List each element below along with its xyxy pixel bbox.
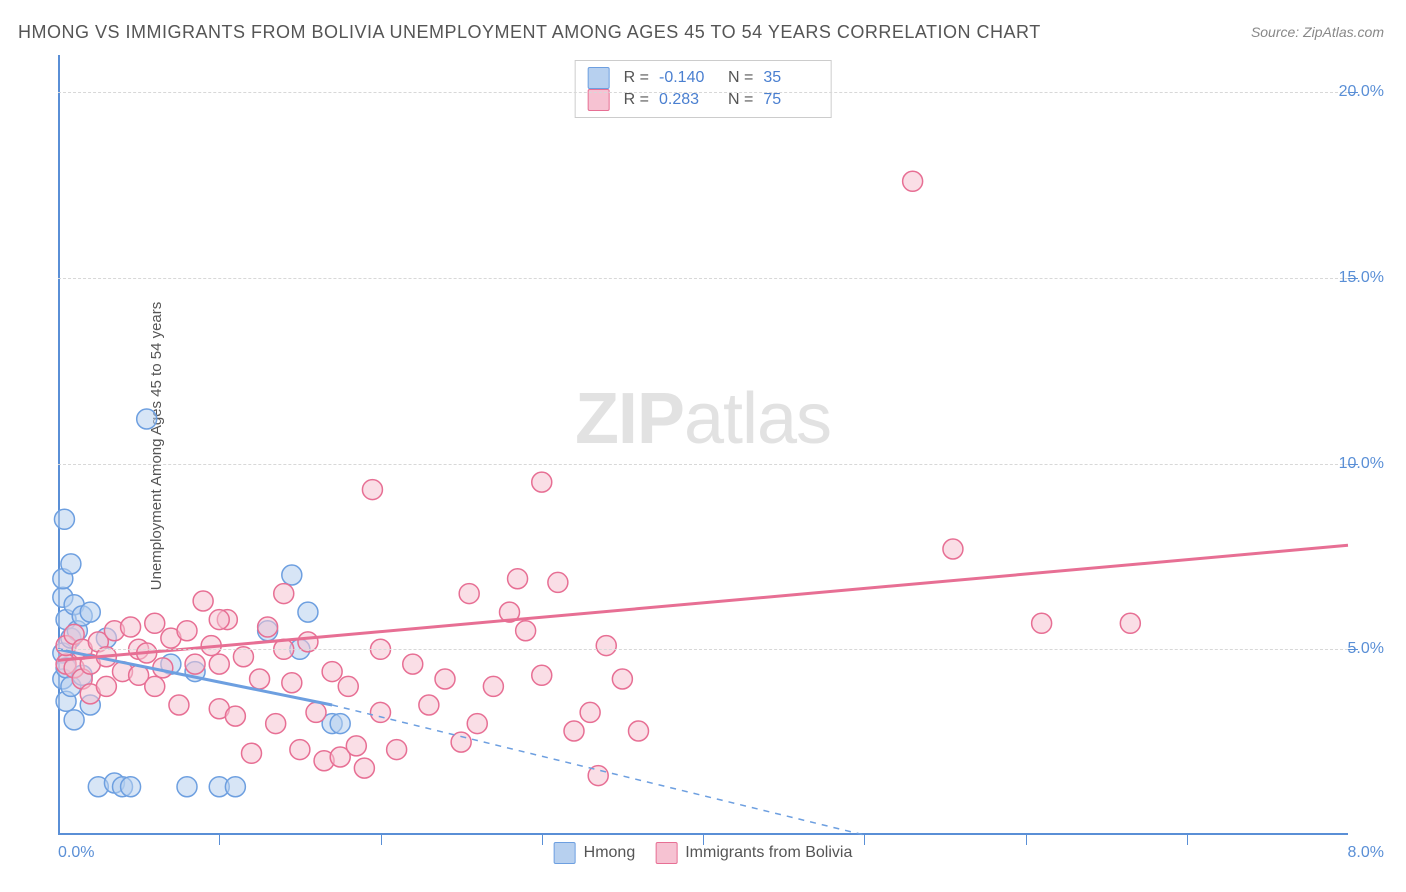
source-attribution: Source: ZipAtlas.com <box>1251 24 1384 40</box>
y-tick-mark <box>1348 278 1358 279</box>
scatter-point <box>298 602 318 622</box>
scatter-point <box>177 777 197 797</box>
stat-n-label: N = <box>728 69 753 87</box>
scatter-point <box>282 565 302 585</box>
scatter-point <box>322 662 342 682</box>
legend-row-hmong: R = -0.140 N = 35 <box>588 67 819 89</box>
scatter-point <box>354 758 374 778</box>
gridline <box>58 464 1348 465</box>
x-tick-mark <box>542 835 543 845</box>
scatter-point <box>290 740 310 760</box>
scatter-point <box>145 676 165 696</box>
scatter-point <box>459 584 479 604</box>
y-tick-label: 10.0% <box>1339 455 1384 473</box>
x-tick-mark <box>864 835 865 845</box>
x-tick-mark <box>703 835 704 845</box>
y-tick-label: 15.0% <box>1339 269 1384 287</box>
scatter-point <box>362 480 382 500</box>
scatter-point <box>387 740 407 760</box>
scatter-point <box>903 171 923 191</box>
scatter-point <box>306 702 326 722</box>
y-tick-mark <box>1348 649 1358 650</box>
stat-r-label: R = <box>624 91 649 109</box>
series-legend: Hmong Immigrants from Bolivia <box>554 842 853 864</box>
scatter-point <box>225 706 245 726</box>
scatter-point <box>508 569 528 589</box>
gridline <box>58 92 1348 93</box>
scatter-point <box>193 591 213 611</box>
x-tick-max: 8.0% <box>1348 844 1384 862</box>
scatter-point <box>564 721 584 741</box>
scatter-point <box>282 673 302 693</box>
legend-item-bolivia: Immigrants from Bolivia <box>655 842 852 864</box>
scatter-point <box>64 710 84 730</box>
stat-n-label: N = <box>728 91 753 109</box>
scatter-point <box>266 714 286 734</box>
scatter-point <box>346 736 366 756</box>
x-tick-mark <box>381 835 382 845</box>
scatter-point <box>209 610 229 630</box>
scatter-point <box>532 472 552 492</box>
x-tick-min: 0.0% <box>58 844 94 862</box>
scatter-point <box>943 539 963 559</box>
scatter-point <box>403 654 423 674</box>
scatter-point <box>483 676 503 696</box>
scatter-point <box>54 509 74 529</box>
scatter-point <box>1120 613 1140 633</box>
scatter-point <box>169 695 189 715</box>
scatter-point <box>258 617 278 637</box>
scatter-point <box>185 654 205 674</box>
legend-label: Immigrants from Bolivia <box>685 844 852 862</box>
scatter-point <box>121 617 141 637</box>
gridline <box>58 649 1348 650</box>
x-tick-mark <box>219 835 220 845</box>
scatter-point <box>596 636 616 656</box>
scatter-point <box>629 721 649 741</box>
scatter-point <box>250 669 270 689</box>
x-tick-mark <box>1026 835 1027 845</box>
stat-n-value: 35 <box>763 69 818 87</box>
scatter-point <box>419 695 439 715</box>
chart-title: HMONG VS IMMIGRANTS FROM BOLIVIA UNEMPLO… <box>18 22 1041 43</box>
legend-item-hmong: Hmong <box>554 842 636 864</box>
scatter-point <box>177 621 197 641</box>
scatter-point <box>242 743 262 763</box>
scatter-point <box>330 714 350 734</box>
scatter-point <box>225 777 245 797</box>
scatter-point <box>1032 613 1052 633</box>
scatter-point <box>209 654 229 674</box>
stat-n-value: 75 <box>763 91 818 109</box>
legend-swatch-hmong <box>588 67 610 89</box>
scatter-point <box>338 676 358 696</box>
regression-line <box>58 545 1348 660</box>
legend-label: Hmong <box>584 844 636 862</box>
scatter-point <box>516 621 536 641</box>
y-tick-label: 20.0% <box>1339 83 1384 101</box>
scatter-point <box>532 665 552 685</box>
legend-swatch-bolivia <box>655 842 677 864</box>
scatter-point <box>137 409 157 429</box>
scatter-point <box>61 554 81 574</box>
stat-r-value: 0.283 <box>659 91 714 109</box>
y-tick-mark <box>1348 92 1358 93</box>
scatter-point <box>371 702 391 722</box>
y-tick-mark <box>1348 464 1358 465</box>
scatter-point <box>435 669 455 689</box>
stat-r-value: -0.140 <box>659 69 714 87</box>
scatter-point <box>548 572 568 592</box>
legend-swatch-hmong <box>554 842 576 864</box>
scatter-point <box>274 584 294 604</box>
scatter-point <box>80 602 100 622</box>
scatter-point <box>145 613 165 633</box>
scatter-point <box>580 702 600 722</box>
x-tick-mark <box>1187 835 1188 845</box>
correlation-legend: R = -0.140 N = 35 R = 0.283 N = 75 <box>575 60 832 118</box>
scatter-point <box>612 669 632 689</box>
stat-r-label: R = <box>624 69 649 87</box>
chart-svg <box>58 55 1348 835</box>
gridline <box>58 278 1348 279</box>
scatter-point <box>467 714 487 734</box>
scatter-point <box>121 777 141 797</box>
scatter-point <box>96 676 116 696</box>
